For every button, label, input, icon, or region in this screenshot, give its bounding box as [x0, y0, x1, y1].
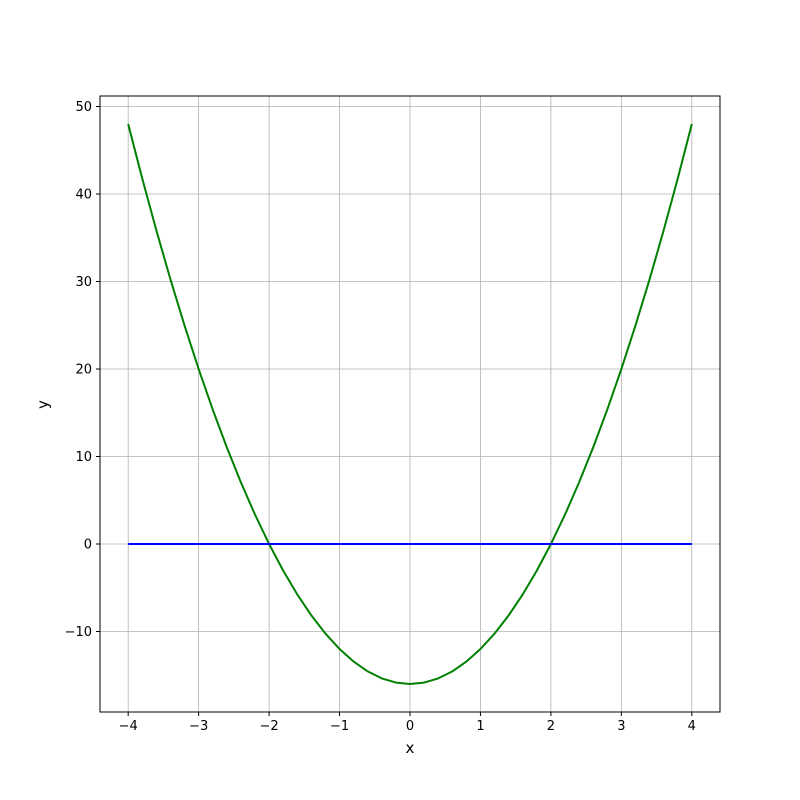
x-tick-label: −2	[260, 719, 279, 734]
y-tick-label: 40	[75, 188, 92, 203]
x-tick-label: 1	[476, 719, 484, 734]
y-tick-label: 0	[84, 538, 92, 553]
x-tick-label: 2	[547, 719, 555, 734]
x-tick-label: −1	[330, 719, 349, 734]
x-axis-label: x	[405, 739, 415, 757]
series-parabola	[127, 123, 693, 685]
y-axis-label: y	[33, 400, 52, 409]
x-tick-label: −3	[189, 719, 208, 734]
y-tick-label: 20	[75, 363, 92, 378]
y-tick-label: −10	[65, 625, 92, 640]
y-tick-label: 30	[75, 275, 92, 290]
x-tick-label: −4	[119, 719, 138, 734]
x-tick-label: 3	[617, 719, 625, 734]
x-tick-label: 0	[406, 719, 414, 734]
y-tick-label: 50	[75, 100, 92, 115]
x-tick-label: 4	[688, 719, 696, 734]
y-tick-label: 10	[75, 450, 92, 465]
